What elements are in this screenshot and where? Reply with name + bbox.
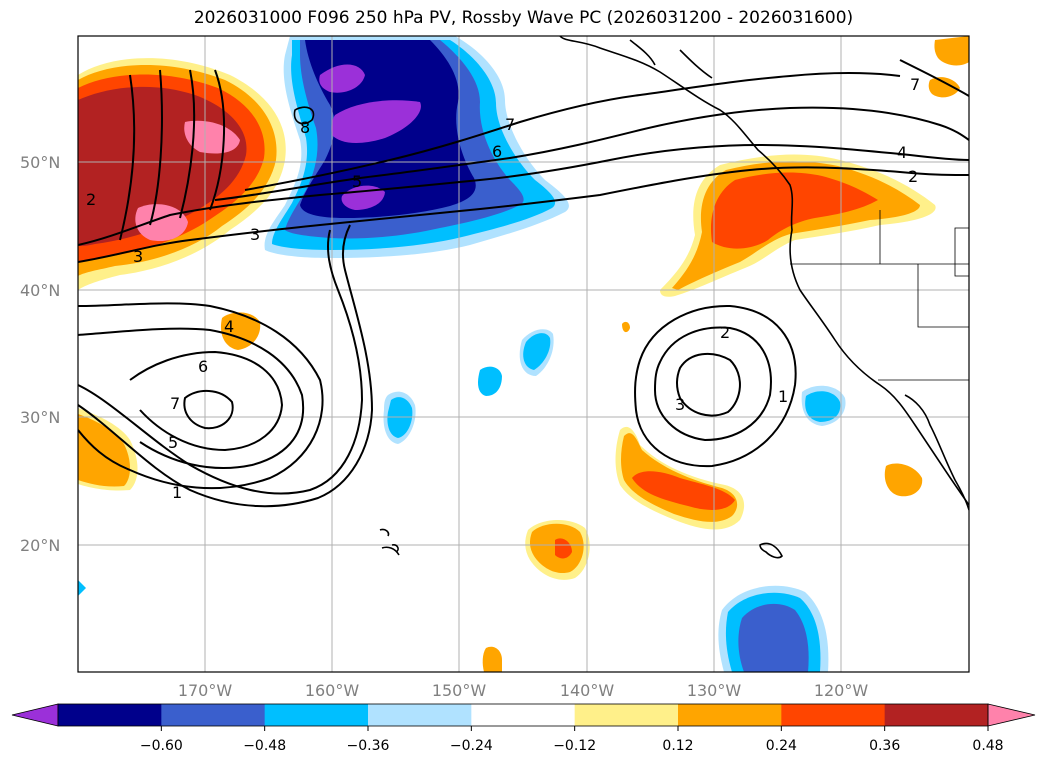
map-title: 2026031000 F096 250 hPa PV, Rossby Wave … [193,8,854,28]
colorbar-tick-label: −0.12 [553,738,596,754]
lon-label: 120°W [814,681,869,700]
colorbar: −0.60 −0.48 −0.36 −0.24 −0.12 0.12 0.24 0.36 0.4… [11,703,1036,754]
lon-label: 170°W [178,681,233,700]
contour-label: 3 [675,395,685,414]
contour-label: 1 [172,483,182,502]
contour-line [78,166,969,263]
lat-label: 50°N [20,153,60,172]
contour-label: 6 [492,142,502,161]
contour-label: 2 [908,167,918,186]
colorbar-tick-label: 0.24 [766,738,797,754]
colorbar-tick-label: −0.60 [140,738,183,754]
colorbar-tick-label: 0.12 [662,738,693,754]
contour-label: 3 [133,247,143,266]
contour-line [183,390,234,430]
map-frame [77,35,970,673]
contour-label: 2 [720,323,730,342]
contour-label: 5 [352,172,362,191]
contour-line [78,302,324,490]
contour-line [78,224,374,508]
contour-line [676,352,741,417]
lat-label: 30°N [20,408,60,427]
contour-label: 2 [86,190,96,209]
lon-label: 160°W [305,681,360,700]
contour-label: 4 [224,317,234,336]
colorbar-tick-label: −0.48 [243,738,286,754]
colorbar-cell [574,704,679,726]
contour-labels: 7 6 8 5 2 3 3 4 6 7 5 1 7 4 2 2 3 1 [86,75,920,502]
borders [790,210,969,381]
contour-label: 6 [198,357,208,376]
contour-line [634,304,797,468]
contour-line [78,229,364,495]
colorbar-cell [368,704,472,726]
colorbar-cell [161,704,266,726]
colorbar-tick-label: −0.24 [450,738,493,754]
colorbar-cell [471,704,576,726]
colorbar-tick-label: −0.36 [347,738,390,754]
contour-label: 7 [170,394,180,413]
colorbar-cell [884,704,989,726]
colorbar-cell [678,704,782,726]
contour-label: 7 [505,115,515,134]
contour-line [653,326,772,442]
colorbar-tick-label: 0.48 [972,738,1003,754]
colorbar-cell [781,704,886,726]
contour-label: 3 [250,225,260,244]
lon-label: 150°W [432,681,487,700]
coastlines [293,36,969,559]
colorbar-frame [57,703,989,727]
contour-line [244,72,901,191]
contour-label: 7 [910,75,920,94]
contour-line [214,106,969,201]
contour-line [78,143,969,246]
lon-label: 130°W [687,681,742,700]
lon-label: 140°W [560,681,615,700]
pv-anomaly-fill [78,36,969,672]
rossby-contours [78,59,969,508]
contour-label: 8 [300,118,310,137]
lat-label: 20°N [20,536,60,555]
contour-label: 5 [168,433,178,452]
contour-line [78,327,305,469]
contour-line [119,69,226,241]
colorbar-tick-label: 0.36 [869,738,900,754]
colorbar-cell [58,704,162,726]
contour-label: 1 [778,387,788,406]
contour-line [129,350,284,452]
colorbar-extend-low [11,703,59,727]
lat-label: 40°N [20,281,60,300]
colorbar-cell [264,704,369,726]
colorbar-extend-high [987,703,1036,727]
contour-label: 4 [897,143,907,162]
contour-line [899,59,969,97]
